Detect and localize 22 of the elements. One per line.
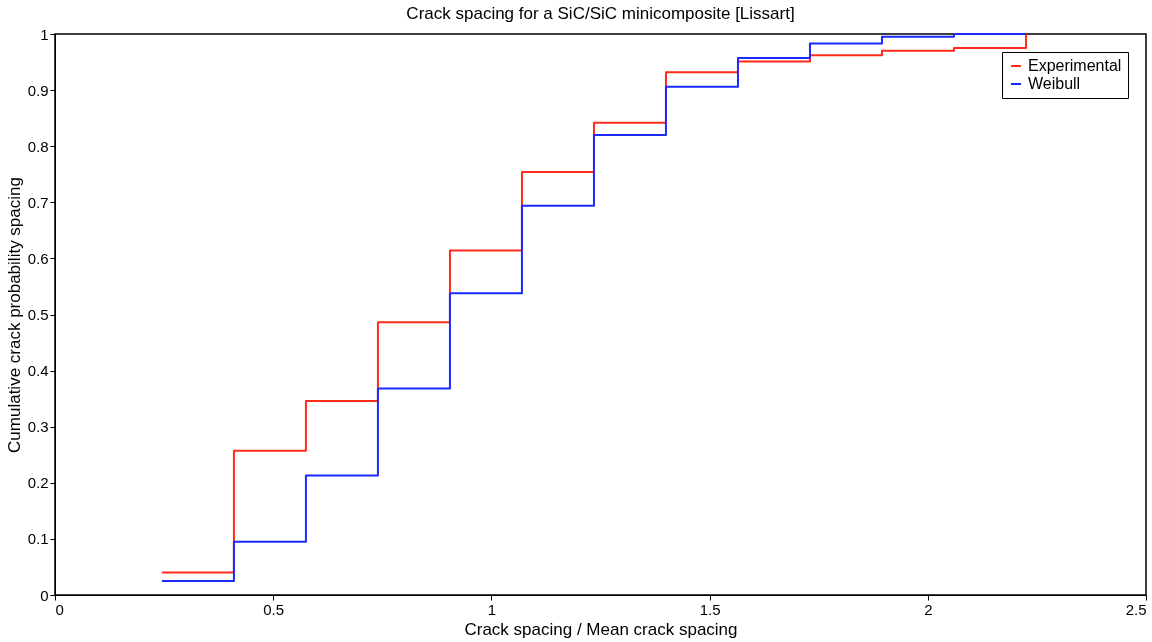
- x-tick-label: 0.5: [263, 600, 285, 618]
- y-tick-label: 0.8: [27, 137, 49, 155]
- y-tick-label: 0.6: [27, 249, 49, 267]
- y-tick-label: 0.2: [27, 474, 49, 492]
- y-tick-label: 0.3: [27, 418, 49, 436]
- x-tick-label: 0: [55, 600, 64, 618]
- y-tick-label: 0.5: [27, 306, 49, 323]
- x-tick-label: 2: [924, 600, 933, 618]
- x-tick-label: 1.5: [699, 600, 721, 618]
- y-tick-label: 0.4: [27, 362, 49, 380]
- chart-title: Crack spacing for a SiC/SiC minicomposite [Lissart]: [406, 4, 795, 23]
- y-tick-label: 0.9: [27, 81, 49, 99]
- y-tick-label: 1: [40, 25, 49, 43]
- x-tick-label: 1: [487, 600, 497, 618]
- x-tick-label: 2.5: [1125, 600, 1147, 618]
- legend-label: Experimental: [1028, 57, 1122, 74]
- y-tick-label: 0.1: [27, 530, 49, 548]
- y-tick-label: 0.7: [27, 193, 49, 211]
- y-tick-label: 0: [40, 586, 49, 604]
- legend-label: Weibull: [1028, 75, 1081, 92]
- y-axis-title: Cumulative crack probability spacing: [4, 177, 24, 453]
- x-axis-title: Crack spacing / Mean crack spacing: [464, 619, 738, 639]
